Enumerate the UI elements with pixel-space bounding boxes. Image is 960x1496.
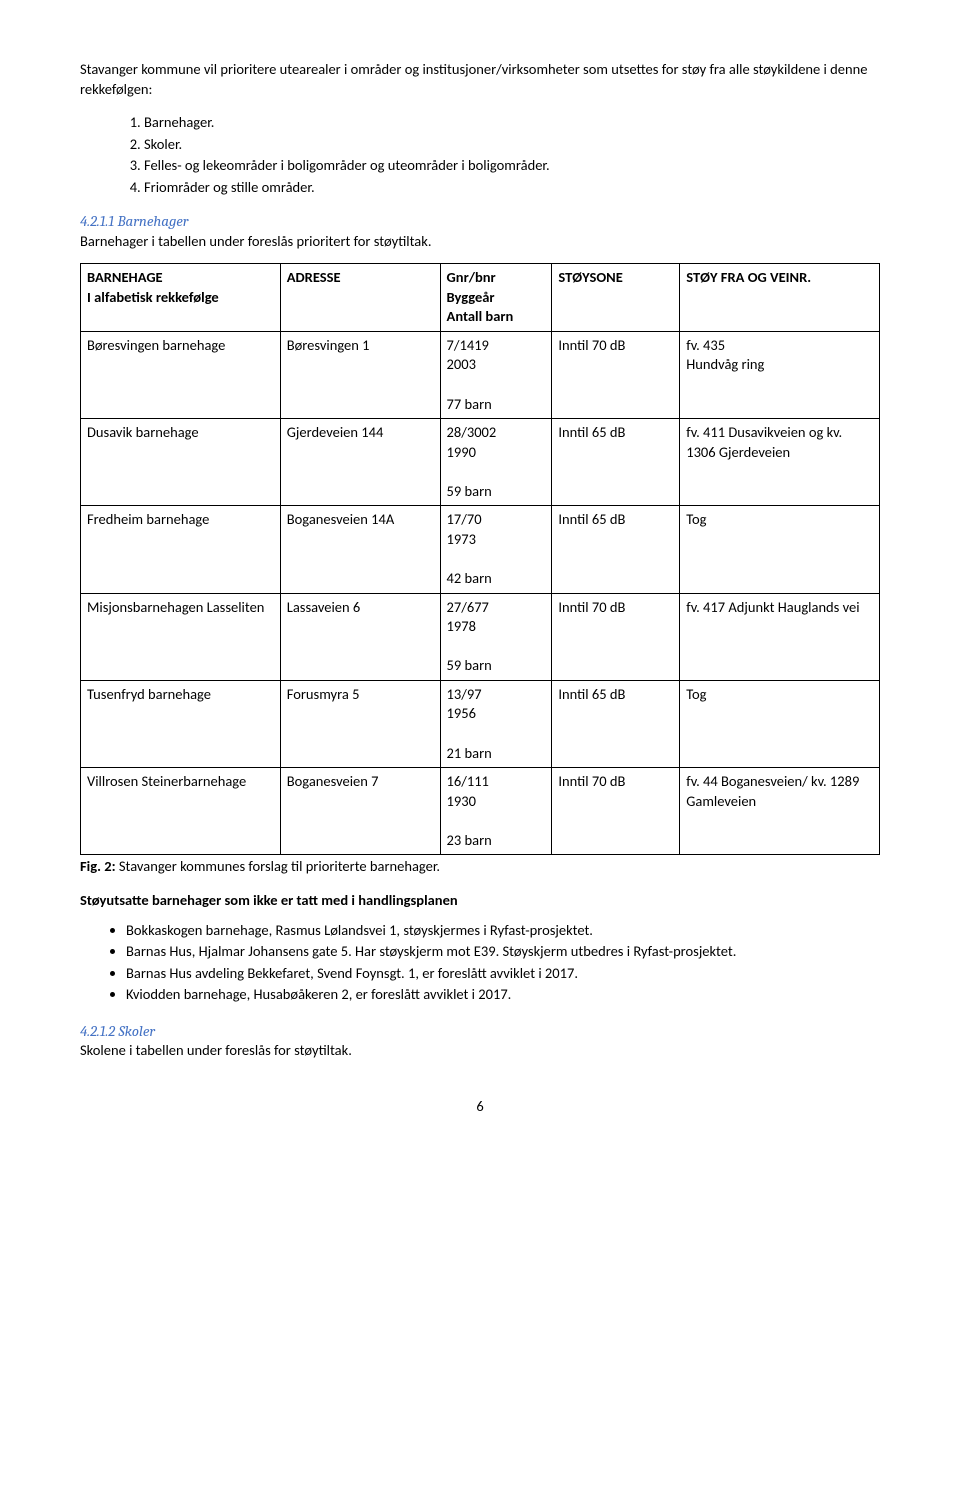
page-number: 6 <box>80 1097 880 1117</box>
excluded-bullet-list: Bokkaskogen barnehage, Rasmus Lølandsvei… <box>80 921 880 1005</box>
figure-text: Stavanger kommunes forslag til prioriter… <box>116 857 441 875</box>
table-cell: fv. 435 Hundvåg ring <box>680 331 880 418</box>
table-cell: Inntil 65 dB <box>552 680 680 767</box>
table-cell: Inntil 65 dB <box>552 419 680 506</box>
table-cell: Inntil 70 dB <box>552 593 680 680</box>
table-cell: fv. 417 Adjunkt Hauglands vei <box>680 593 880 680</box>
table-header-cell: Gnr/bnr Byggeår Antall barn <box>440 264 552 332</box>
table-row: Børesvingen barnehage Børesvingen 1 7/14… <box>81 331 880 418</box>
excluded-heading: Støyutsatte barnehager som ikke er tatt … <box>80 891 880 911</box>
table-cell: 17/70 1973 42 barn <box>440 506 552 593</box>
table-row: Tusenfryd barnehage Forusmyra 5 13/97 19… <box>81 680 880 767</box>
table-cell: Lassaveien 6 <box>280 593 440 680</box>
list-item: Friområder og stille områder. <box>144 178 880 198</box>
subsection-heading-skoler: 4.2.1.2 Skoler <box>80 1021 880 1041</box>
subsection-body: Barnehager i tabellen under foreslås pri… <box>80 232 880 252</box>
table-row: Dusavik barnehage Gjerdeveien 144 28/300… <box>81 419 880 506</box>
table-header-cell: STØYSONE <box>552 264 680 332</box>
table-cell: Børesvingen 1 <box>280 331 440 418</box>
table-cell: Inntil 70 dB <box>552 768 680 855</box>
list-item: Kviodden barnehage, Husabøåkeren 2, er f… <box>126 985 880 1005</box>
table-cell: Fredheim barnehage <box>81 506 281 593</box>
table-cell: Inntil 70 dB <box>552 331 680 418</box>
table-cell: 16/111 1930 23 barn <box>440 768 552 855</box>
figure-label: Fig. 2: <box>80 857 116 875</box>
table-cell: Gjerdeveien 144 <box>280 419 440 506</box>
list-item: Barnas Hus avdeling Bekkefaret, Svend Fo… <box>126 964 880 984</box>
table-cell: Boganesveien 7 <box>280 768 440 855</box>
barnehage-table: BARNEHAGE I alfabetisk rekkefølge ADRESS… <box>80 263 880 855</box>
table-cell: Villrosen Steinerbarnehage <box>81 768 281 855</box>
table-cell: 27/677 1978 59 barn <box>440 593 552 680</box>
table-header-cell: BARNEHAGE I alfabetisk rekkefølge <box>81 264 281 332</box>
table-cell: 7/1419 2003 77 barn <box>440 331 552 418</box>
subsection-body: Skolene i tabellen under foreslås for st… <box>80 1041 880 1061</box>
figure-caption: Fig. 2: Stavanger kommunes forslag til p… <box>80 857 880 877</box>
table-header-cell: ADRESSE <box>280 264 440 332</box>
table-cell: fv. 411 Dusavikveien og kv. 1306 Gjerdev… <box>680 419 880 506</box>
table-cell: Misjonsbarnehagen Lasseliten <box>81 593 281 680</box>
table-cell: Tog <box>680 506 880 593</box>
table-cell: Boganesveien 14A <box>280 506 440 593</box>
list-item: Skoler. <box>144 135 880 155</box>
priority-ordered-list: Barnehager. Skoler. Felles- og lekeområd… <box>80 113 880 197</box>
list-item: Barnas Hus, Hjalmar Johansens gate 5. Ha… <box>126 942 880 962</box>
table-row: Villrosen Steinerbarnehage Boganesveien … <box>81 768 880 855</box>
table-cell: Tusenfryd barnehage <box>81 680 281 767</box>
table-cell: Tog <box>680 680 880 767</box>
table-cell: 28/3002 1990 59 barn <box>440 419 552 506</box>
table-cell: Inntil 65 dB <box>552 506 680 593</box>
list-item: Bokkaskogen barnehage, Rasmus Lølandsvei… <box>126 921 880 941</box>
table-cell: Dusavik barnehage <box>81 419 281 506</box>
table-header-cell: STØY FRA OG VEINR. <box>680 264 880 332</box>
table-header-row: BARNEHAGE I alfabetisk rekkefølge ADRESS… <box>81 264 880 332</box>
list-item: Barnehager. <box>144 113 880 133</box>
table-row: Misjonsbarnehagen Lasseliten Lassaveien … <box>81 593 880 680</box>
table-cell: Forusmyra 5 <box>280 680 440 767</box>
table-row: Fredheim barnehage Boganesveien 14A 17/7… <box>81 506 880 593</box>
intro-paragraph: Stavanger kommune vil prioritere utearea… <box>80 60 880 99</box>
list-item: Felles- og lekeområder i boligområder og… <box>144 156 880 176</box>
table-cell: Børesvingen barnehage <box>81 331 281 418</box>
table-cell: 13/97 1956 21 barn <box>440 680 552 767</box>
subsection-heading-barnehager: 4.2.1.1 Barnehager <box>80 211 880 231</box>
table-cell: fv. 44 Boganesveien/ kv. 1289 Gamleveien <box>680 768 880 855</box>
